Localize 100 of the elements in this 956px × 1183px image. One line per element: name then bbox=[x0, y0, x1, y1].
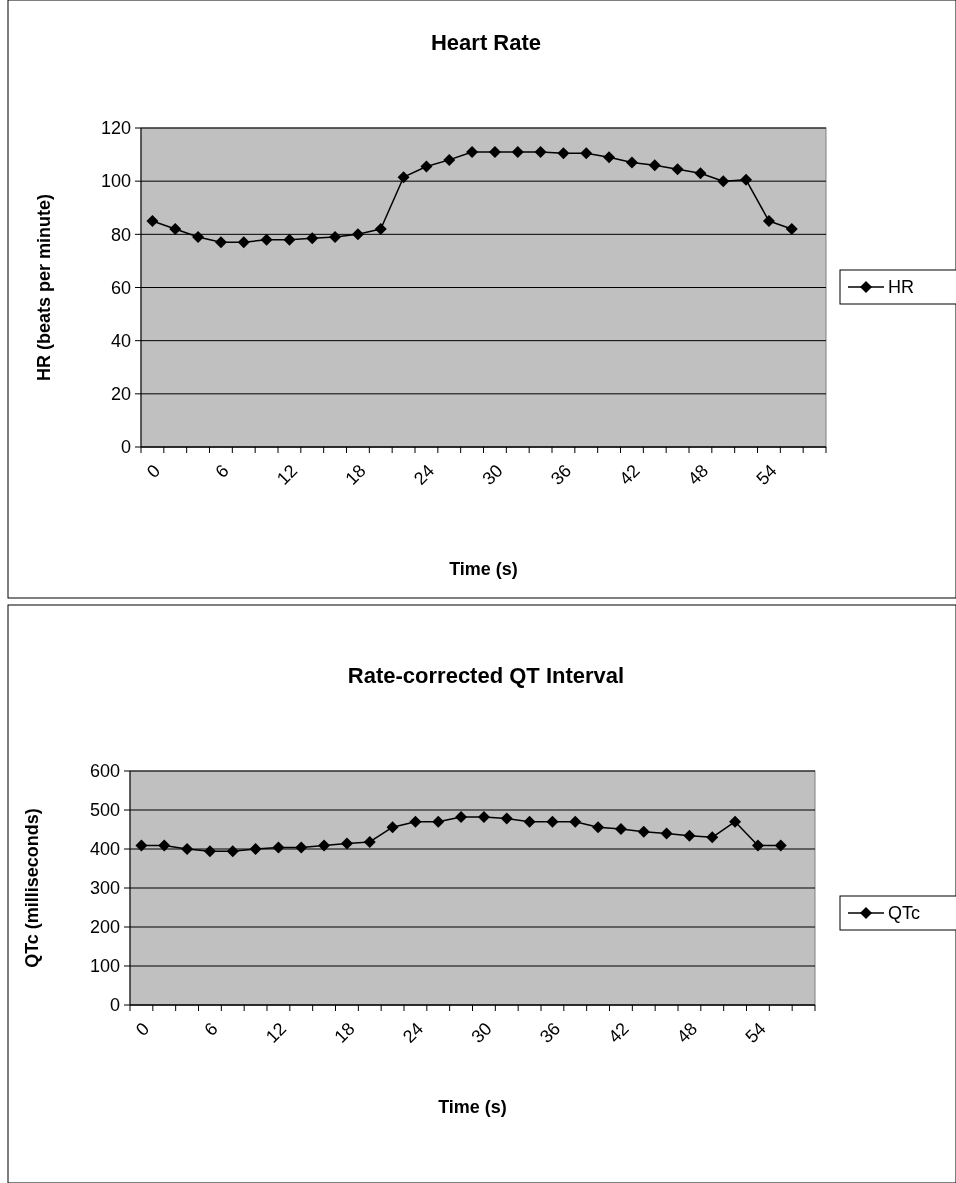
point bbox=[318, 839, 331, 852]
point bbox=[614, 823, 627, 836]
point bbox=[181, 843, 194, 855]
point bbox=[500, 812, 513, 825]
x-tick-label: 18 bbox=[330, 1018, 359, 1047]
y-tick-label: 100 bbox=[89, 956, 120, 977]
point bbox=[648, 159, 661, 172]
x-tick-label: 30 bbox=[467, 1018, 496, 1047]
point bbox=[158, 839, 171, 852]
chart-title: Rate-corrected QT Interval bbox=[347, 663, 625, 688]
y-tick-label: 300 bbox=[89, 878, 120, 899]
point bbox=[637, 825, 650, 838]
y-tick-label: 0 bbox=[109, 995, 120, 1016]
point bbox=[706, 831, 719, 844]
point bbox=[569, 815, 582, 828]
point bbox=[340, 837, 353, 850]
y-tick-label: 200 bbox=[89, 917, 120, 938]
point bbox=[546, 815, 559, 828]
point bbox=[534, 145, 547, 158]
point bbox=[192, 230, 205, 243]
y-axis-title: QTc (milliseconds) bbox=[22, 808, 42, 968]
point bbox=[249, 843, 262, 855]
y-tick-label: 500 bbox=[89, 800, 120, 821]
y-tick-label: 120 bbox=[100, 118, 131, 139]
point bbox=[751, 839, 764, 852]
point bbox=[774, 839, 787, 852]
point bbox=[295, 841, 308, 854]
point bbox=[785, 223, 798, 236]
point bbox=[455, 811, 468, 824]
point bbox=[272, 841, 285, 854]
x-tick-label: 54 bbox=[741, 1018, 770, 1047]
x-tick-label: 24 bbox=[398, 1018, 428, 1047]
x-tick-label: 18 bbox=[341, 460, 370, 489]
y-tick-label: 40 bbox=[110, 330, 131, 351]
x-tick-label: 48 bbox=[683, 460, 713, 489]
point bbox=[762, 215, 775, 228]
point bbox=[717, 175, 730, 188]
point bbox=[443, 153, 456, 166]
y-tick-label: 600 bbox=[89, 761, 120, 782]
point bbox=[169, 223, 182, 236]
x-tick-label: 48 bbox=[672, 1018, 702, 1047]
x-tick-label: 24 bbox=[409, 460, 439, 489]
point bbox=[363, 835, 376, 848]
point bbox=[135, 839, 148, 852]
x-tick-label: 0 bbox=[131, 1018, 154, 1040]
chart-title: Heart Rate bbox=[430, 30, 542, 55]
x-tick-label: 12 bbox=[272, 460, 302, 489]
x-tick-label: 12 bbox=[261, 1018, 291, 1047]
y-tick-label: 0 bbox=[120, 437, 131, 458]
point bbox=[466, 145, 479, 158]
point bbox=[397, 171, 410, 184]
point bbox=[306, 232, 319, 245]
point bbox=[729, 815, 742, 828]
y-axis-title: HR (beats per minute) bbox=[34, 193, 54, 382]
point bbox=[557, 147, 570, 160]
point bbox=[214, 236, 227, 249]
point bbox=[386, 821, 399, 834]
point bbox=[432, 815, 445, 828]
x-tick-label: 30 bbox=[478, 460, 507, 489]
point bbox=[580, 147, 593, 160]
point bbox=[660, 827, 673, 840]
point bbox=[260, 233, 273, 246]
point bbox=[237, 236, 250, 249]
point bbox=[603, 151, 616, 164]
point bbox=[740, 173, 753, 186]
point bbox=[329, 230, 342, 243]
x-tick-label: 36 bbox=[546, 460, 576, 489]
point bbox=[671, 163, 684, 176]
point bbox=[409, 815, 422, 828]
point bbox=[477, 811, 490, 824]
point bbox=[420, 160, 433, 173]
point bbox=[203, 845, 216, 858]
point bbox=[683, 829, 696, 842]
point bbox=[146, 215, 159, 228]
point bbox=[283, 233, 296, 246]
point bbox=[625, 156, 638, 169]
x-axis-title: Time (s) bbox=[438, 1097, 507, 1117]
point bbox=[511, 145, 524, 158]
y-tick-label: 20 bbox=[110, 384, 131, 405]
y-tick-label: 80 bbox=[110, 224, 131, 245]
x-tick-label: 42 bbox=[615, 460, 644, 489]
x-tick-label: 6 bbox=[211, 460, 233, 482]
point bbox=[374, 223, 387, 236]
x-tick-label: 0 bbox=[142, 460, 165, 482]
x-tick-label: 6 bbox=[200, 1018, 222, 1040]
point bbox=[488, 145, 501, 158]
point bbox=[523, 815, 536, 828]
y-tick-label: 100 bbox=[100, 171, 131, 192]
y-tick-label: 400 bbox=[89, 839, 120, 860]
legend-label: HR bbox=[888, 277, 914, 298]
point bbox=[694, 167, 707, 180]
point bbox=[226, 845, 239, 858]
x-tick-label: 36 bbox=[535, 1018, 565, 1047]
legend-label: QTc bbox=[888, 903, 921, 924]
x-tick-label: 42 bbox=[604, 1018, 633, 1047]
point bbox=[592, 821, 605, 834]
x-tick-label: 54 bbox=[752, 460, 781, 489]
x-axis-title: Time (s) bbox=[449, 559, 518, 579]
point bbox=[351, 228, 364, 241]
y-tick-label: 60 bbox=[110, 277, 131, 298]
